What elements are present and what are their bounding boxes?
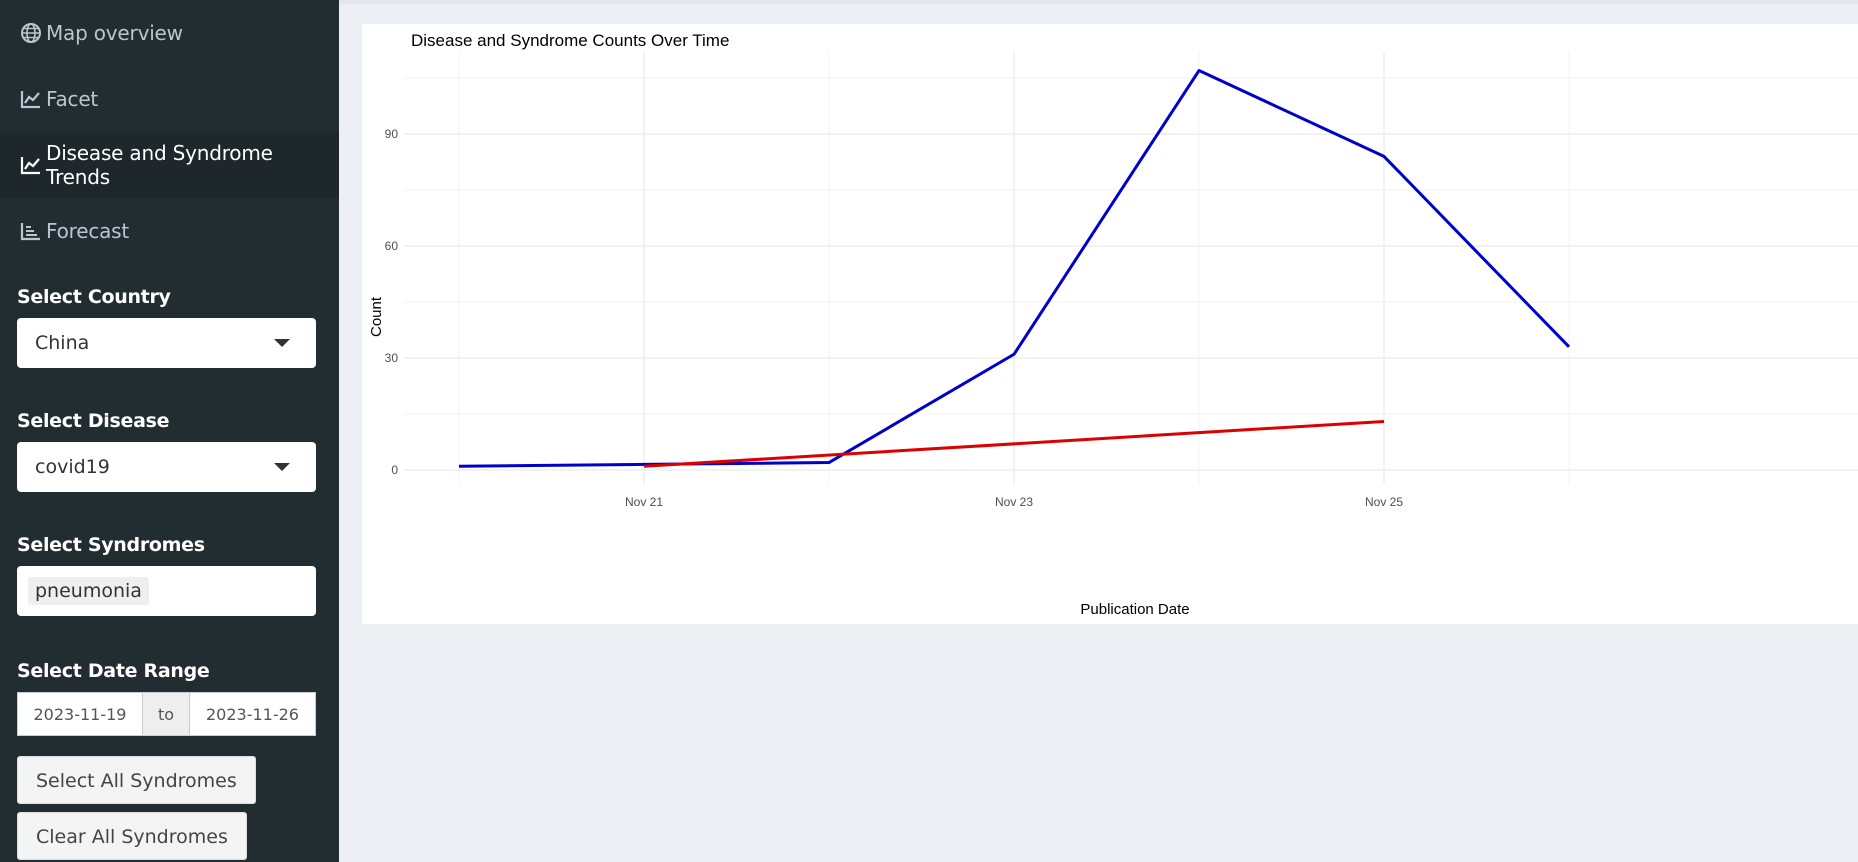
start-date-input[interactable]: 2023-11-19 (17, 692, 143, 736)
disease-value: covid19 (35, 456, 110, 478)
select-all-syndromes-button[interactable]: Select All Syndromes (17, 756, 256, 804)
menu-item-disease-trends[interactable]: Disease and Syndrome Trends (0, 132, 339, 198)
end-date-input[interactable]: 2023-11-26 (189, 692, 316, 736)
menu-item-label: Forecast (46, 219, 130, 243)
globe-icon (20, 22, 42, 44)
chevron-down-icon (274, 463, 290, 471)
y-axis-label: Count (368, 296, 385, 337)
menu-item-label: Map overview (46, 21, 183, 45)
bar-chart-icon (20, 220, 42, 242)
menu-item-forecast[interactable]: Forecast (0, 198, 339, 264)
grid-major (404, 52, 1858, 484)
series-line-1 (458, 69, 1571, 468)
sidebar: Map overview Facet Disease and Syndrome … (0, 0, 339, 862)
y-tick-label: 30 (385, 351, 399, 365)
sidebar-menu: Map overview Facet Disease and Syndrome … (0, 0, 339, 264)
menu-item-map-overview[interactable]: Map overview (0, 0, 339, 66)
ticks-layer: 0 30 60 90 Nov 21 Nov 23 Nov 25 (385, 127, 1404, 509)
grid-minor (404, 52, 1858, 484)
country-label: Select Country (17, 286, 171, 308)
x-tick-label: Nov 23 (995, 495, 1033, 509)
x-tick-label: Nov 25 (1365, 495, 1403, 509)
y-tick-label: 0 (391, 463, 398, 477)
menu-item-label: Facet (46, 87, 99, 111)
date-range-label: Select Date Range (17, 660, 210, 682)
menu-item-label: Disease and Syndrome Trends (46, 141, 273, 189)
trend-chart: 0 30 60 90 Nov 21 Nov 23 Nov 25 Disease and Sy… (368, 31, 1858, 618)
country-value: China (35, 332, 90, 354)
series-line-2 (643, 419, 1385, 468)
date-range-input: 2023-11-19 to 2023-11-26 (17, 692, 316, 736)
content-header-strip (339, 0, 1858, 4)
line-chart-icon (20, 88, 42, 110)
chart-title: Disease and Syndrome Counts Over Time (411, 31, 729, 50)
x-axis-label: Publication Date (1080, 601, 1189, 618)
clear-all-syndromes-button[interactable]: Clear All Syndromes (17, 812, 247, 860)
country-select[interactable]: China (17, 318, 316, 368)
chart-panel: 0 30 60 90 Nov 21 Nov 23 Nov 25 Disease and Sy… (362, 24, 1858, 624)
date-range-separator: to (143, 692, 189, 736)
disease-label: Select Disease (17, 410, 170, 432)
line-chart-icon (20, 154, 42, 176)
y-tick-label: 90 (385, 127, 399, 141)
disease-select[interactable]: covid19 (17, 442, 316, 492)
syndromes-input[interactable]: pneumonia (17, 566, 316, 616)
menu-item-facet[interactable]: Facet (0, 66, 339, 132)
x-tick-label: Nov 21 (625, 495, 663, 509)
syndromes-label: Select Syndromes (17, 534, 205, 556)
series-layer (458, 69, 1571, 468)
syndrome-tag[interactable]: pneumonia (28, 577, 149, 605)
chevron-down-icon (274, 339, 290, 347)
y-tick-label: 60 (385, 239, 399, 253)
